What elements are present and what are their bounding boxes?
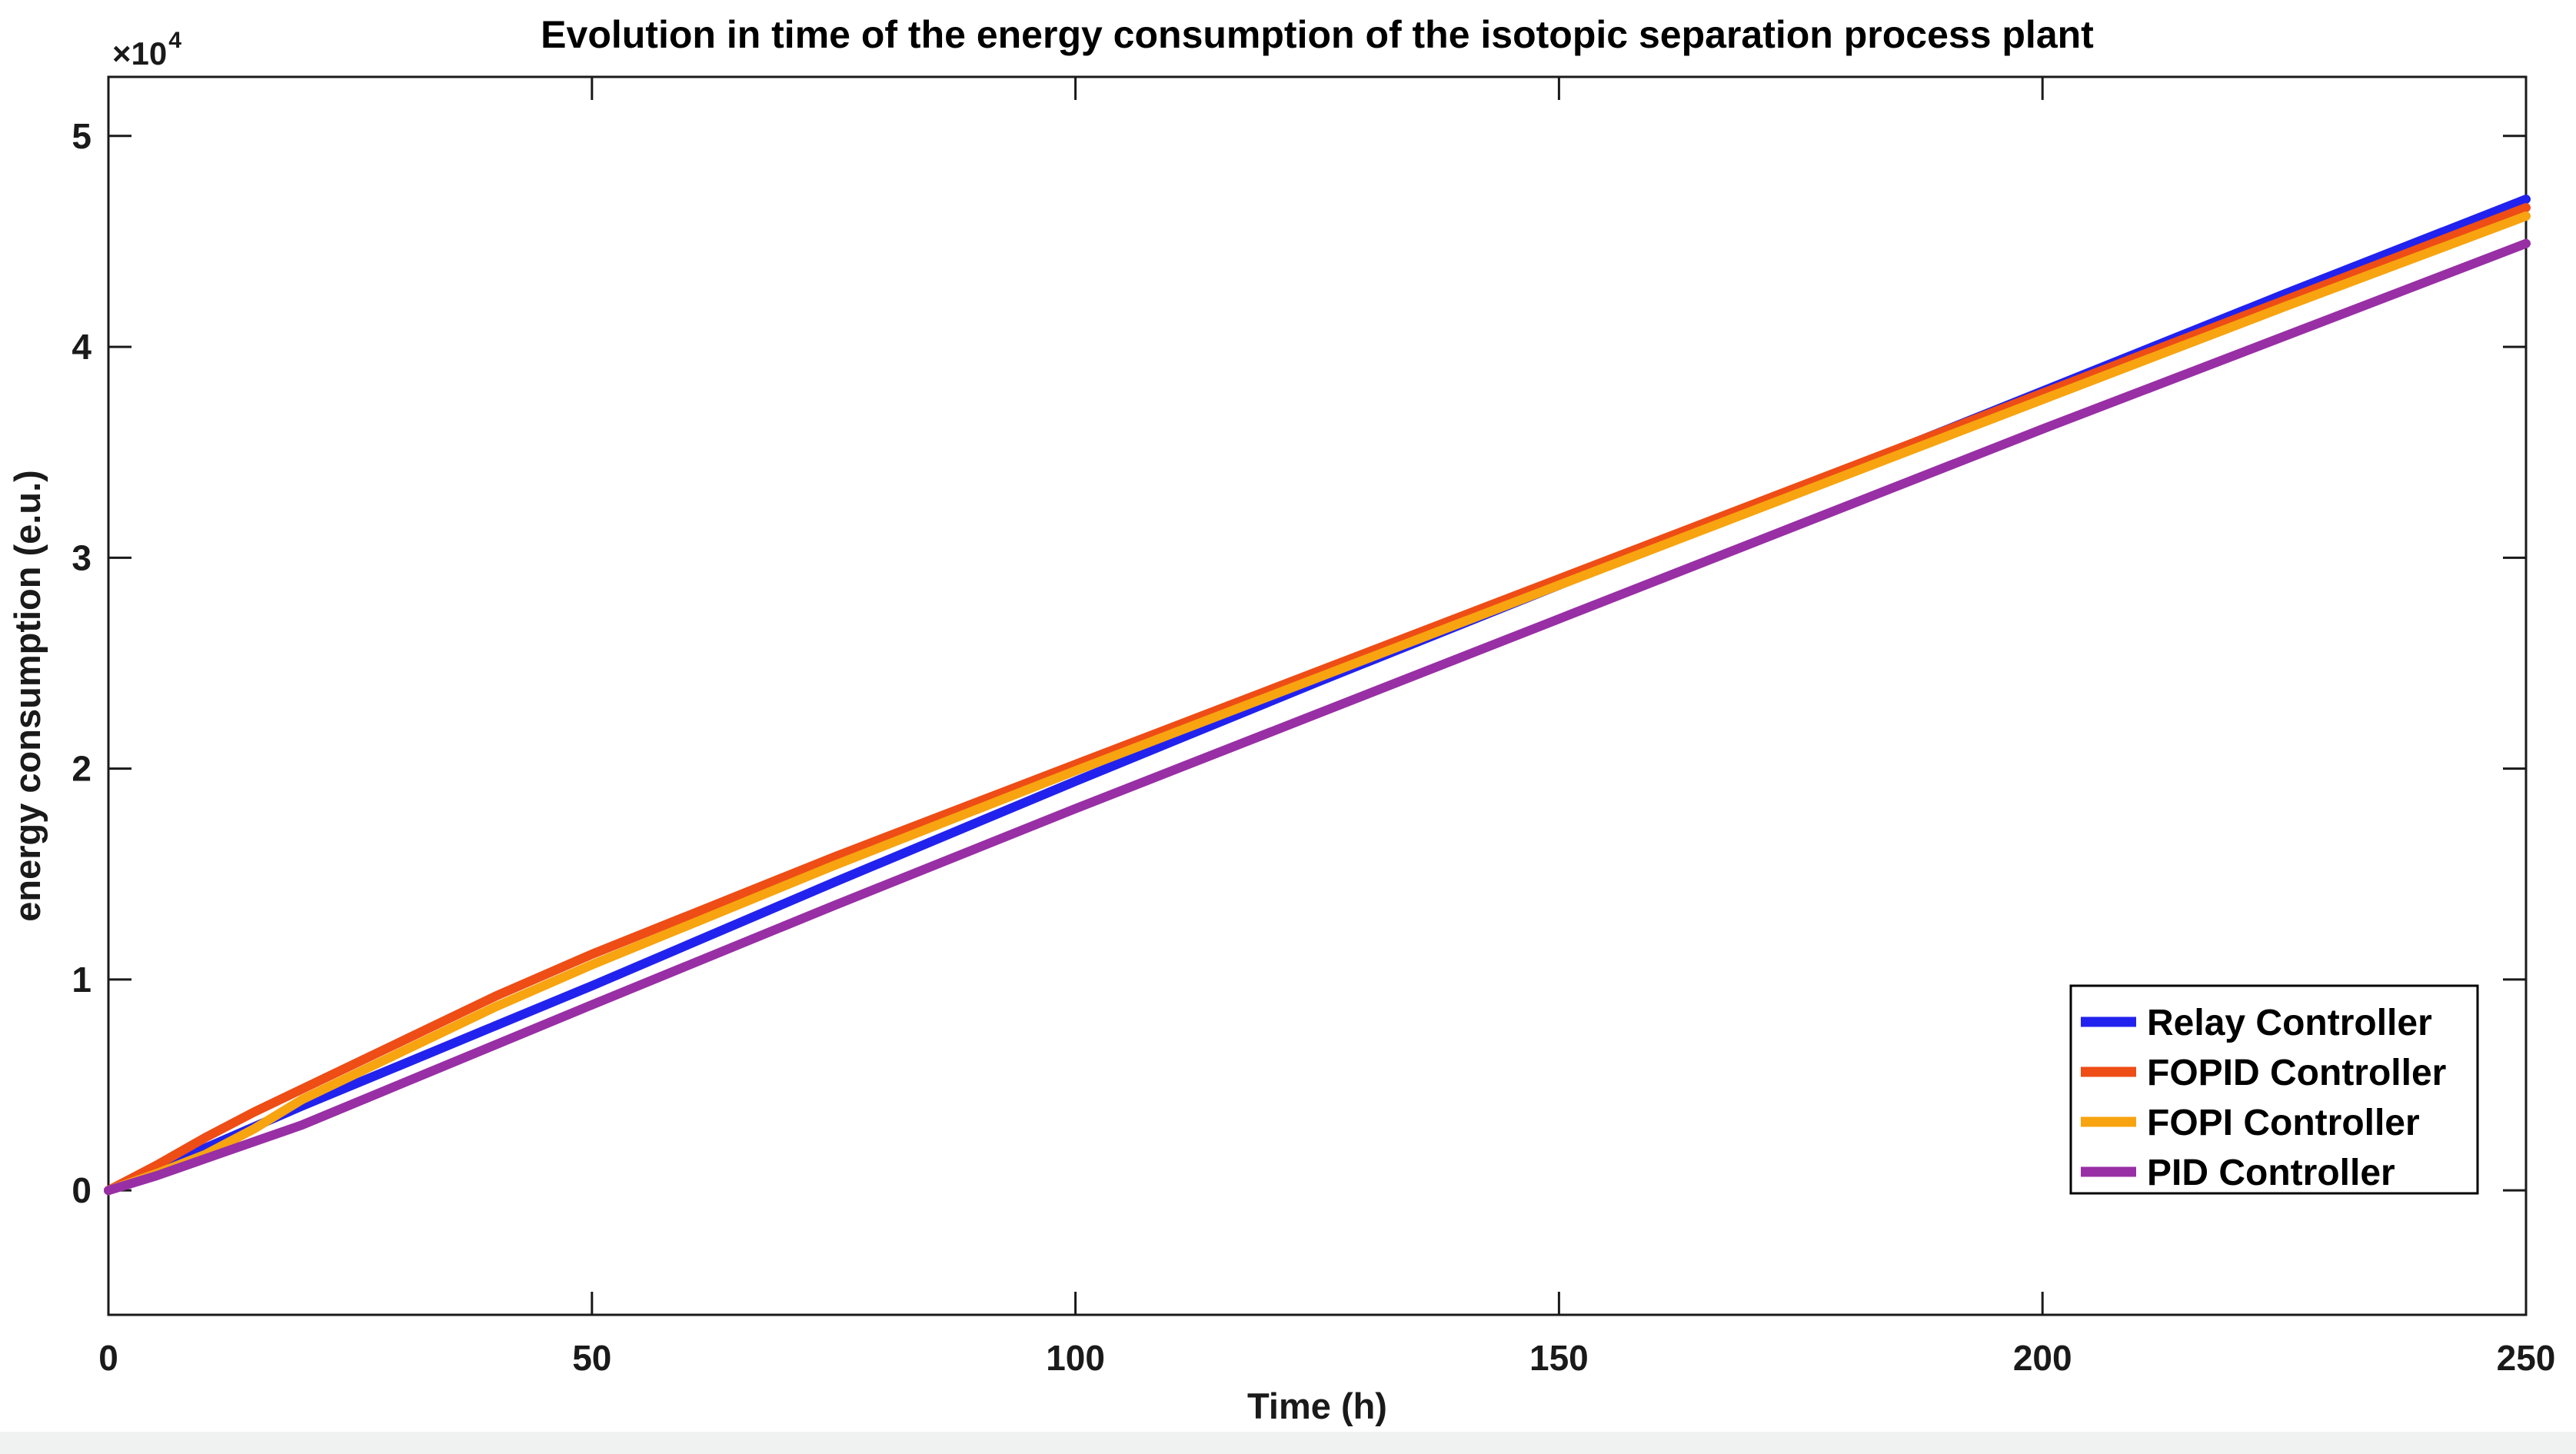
- fopi-controller-line: [104, 211, 2531, 1196]
- y-tick-label: 2: [72, 749, 92, 789]
- x-tick-label: 200: [2013, 1338, 2072, 1378]
- x-tick-label: 50: [572, 1338, 611, 1378]
- legend-label-fopi-controller: FOPI Controller: [2147, 1103, 2420, 1143]
- x-tick-label: 150: [1529, 1338, 1589, 1378]
- y-tick-label: 4: [72, 327, 92, 367]
- legend-label-pid-controller: PID Controller: [2147, 1153, 2395, 1193]
- y-offset-base: ×10: [112, 35, 167, 72]
- legend-label-fopid-controller: FOPID Controller: [2147, 1053, 2446, 1093]
- plot-border: [107, 75, 2528, 1316]
- x-axis-label: Time (h): [1247, 1386, 1387, 1426]
- y-tick-label: 0: [72, 1170, 92, 1210]
- fopid-controller-line: [104, 203, 2531, 1196]
- y-offset-exponent: 4: [168, 28, 181, 53]
- y-tick-label: 1: [72, 960, 92, 1000]
- y-tick-label: 5: [72, 116, 92, 156]
- pid-controller-line: [104, 238, 2531, 1196]
- x-tick-label: 100: [1046, 1338, 1105, 1378]
- plot-area: 0 50 100 150 200 250 0 1 2 3 4 5 Relay Controller FOP…: [72, 77, 2555, 1378]
- legend-box: [2069, 984, 2479, 1195]
- x-tick-label: 250: [2497, 1338, 2556, 1378]
- x-tick-label: 0: [98, 1338, 118, 1378]
- chart-title: Evolution in time of the energy consumpt…: [541, 13, 2094, 56]
- y-axis-label: energy consumption (e.u.): [7, 470, 48, 922]
- window-bottom-edge: [0, 1432, 2576, 1454]
- y-tick-label: 3: [72, 537, 92, 577]
- legend-label-relay-controller: Relay Controller: [2147, 1003, 2432, 1043]
- y-axis-offset-label: ×104: [112, 28, 181, 72]
